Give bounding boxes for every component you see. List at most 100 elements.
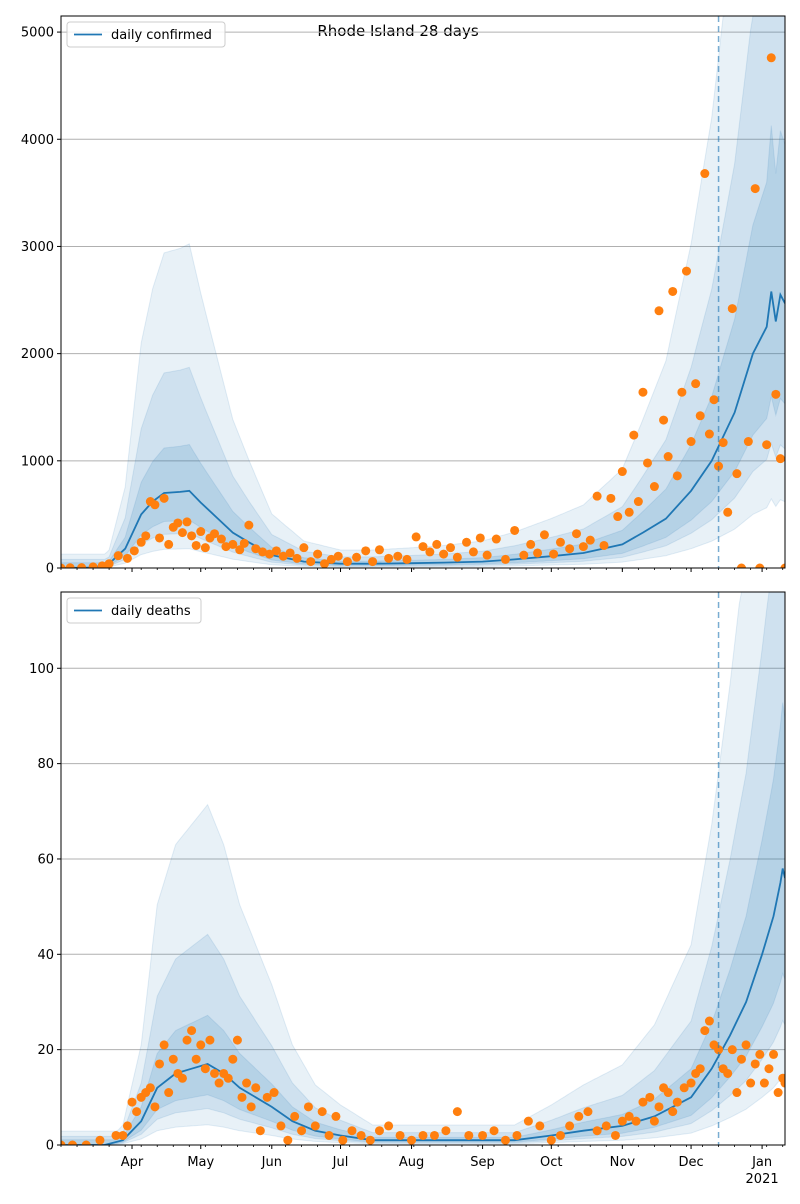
observed-point: [546, 1135, 556, 1145]
observed-point: [216, 534, 226, 544]
uncertainty-band: [61, 592, 785, 1145]
observed-point: [445, 543, 455, 553]
observed-point: [439, 549, 449, 559]
observed-point: [755, 563, 765, 568]
x-tick-label: Oct: [540, 1155, 562, 1170]
observed-point: [242, 1078, 252, 1088]
observed-point: [269, 1088, 279, 1098]
legend: daily deaths: [66, 597, 202, 624]
observed-point: [155, 533, 165, 543]
legend: daily confirmed: [66, 21, 226, 48]
observed-point: [578, 542, 588, 552]
observed-point: [704, 429, 714, 439]
observed-point: [347, 1126, 357, 1136]
observed-point: [432, 539, 442, 549]
observed-point: [649, 1116, 659, 1126]
observed-point: [565, 1121, 575, 1131]
observed-point: [610, 1130, 620, 1140]
observed-point: [177, 528, 187, 538]
observed-point: [732, 469, 742, 479]
observed-point: [727, 1045, 737, 1055]
observed-point: [780, 1078, 785, 1088]
observed-point: [780, 563, 785, 568]
observed-point: [718, 438, 728, 448]
observed-point: [668, 286, 678, 296]
observed-point: [736, 1054, 746, 1064]
legend-box: [66, 597, 202, 624]
observed-point: [500, 1135, 510, 1145]
observed-point: [173, 518, 183, 528]
observed-point: [319, 559, 329, 568]
observed-point: [221, 542, 231, 552]
observed-point: [668, 1107, 678, 1117]
axes-frame: [60, 591, 786, 1146]
observed-point: [97, 561, 107, 568]
observed-point: [159, 1040, 169, 1050]
observed-point: [762, 440, 772, 450]
observed-point: [672, 1097, 682, 1107]
observed-point: [519, 550, 529, 560]
observed-point: [539, 530, 549, 540]
observed-point: [743, 437, 753, 447]
observed-point: [643, 458, 653, 468]
observed-point: [755, 1049, 765, 1059]
observed-point: [759, 1078, 769, 1088]
observed-point: [452, 1107, 462, 1117]
observed-point: [425, 547, 435, 557]
x-tick-label: Apr: [121, 1155, 144, 1170]
observed-point: [251, 544, 261, 554]
observed-point: [771, 389, 781, 399]
observed-point: [187, 1026, 197, 1036]
observed-point: [384, 553, 394, 563]
observed-point: [177, 1073, 187, 1083]
observed-point: [262, 1092, 272, 1102]
observed-point: [510, 525, 520, 535]
observed-point: [237, 1092, 247, 1102]
observed-point: [255, 1126, 265, 1136]
observed-point: [645, 1092, 655, 1102]
observed-point: [141, 531, 151, 541]
observed-point: [601, 1121, 611, 1131]
observed-point: [88, 562, 98, 568]
observed-point: [356, 1130, 366, 1140]
observed-point: [732, 1088, 742, 1098]
observed-point: [714, 1045, 724, 1055]
observed-point: [232, 1035, 242, 1045]
observed-point: [331, 1111, 341, 1121]
observed-point: [159, 493, 169, 503]
observed-point: [549, 549, 559, 559]
observed-point: [402, 554, 412, 564]
observed-point: [489, 1126, 499, 1136]
observed-point: [244, 520, 254, 530]
observed-point: [475, 533, 485, 543]
observed-point: [223, 1073, 233, 1083]
observed-point: [384, 1121, 394, 1131]
observed-point: [574, 1111, 584, 1121]
observed-point: [352, 552, 362, 562]
x-year-label: 2021: [746, 1172, 779, 1187]
uncertainty-band: [61, 592, 785, 1145]
observed-point: [290, 1111, 300, 1121]
observed-point: [365, 1135, 375, 1145]
observed-point: [700, 169, 710, 179]
observed-point: [283, 1135, 293, 1145]
observed-point: [95, 1135, 105, 1145]
observed-point: [764, 1064, 774, 1074]
observed-point: [276, 1121, 286, 1131]
observed-point: [526, 539, 536, 549]
observed-point: [695, 1064, 705, 1074]
observed-point: [599, 540, 609, 550]
observed-point: [65, 563, 75, 568]
observed-point: [145, 1083, 155, 1093]
y-tick-label: 0: [46, 1139, 54, 1154]
y-tick-label: 80: [37, 757, 54, 772]
observed-point: [182, 1035, 192, 1045]
observed-point: [324, 1130, 334, 1140]
observed-point: [251, 1083, 261, 1093]
observed-point: [736, 563, 746, 568]
observed-point: [168, 1054, 178, 1064]
observed-point: [592, 1126, 602, 1136]
observed-point: [368, 557, 378, 567]
observed-point: [663, 452, 673, 462]
observed-point: [464, 1130, 474, 1140]
